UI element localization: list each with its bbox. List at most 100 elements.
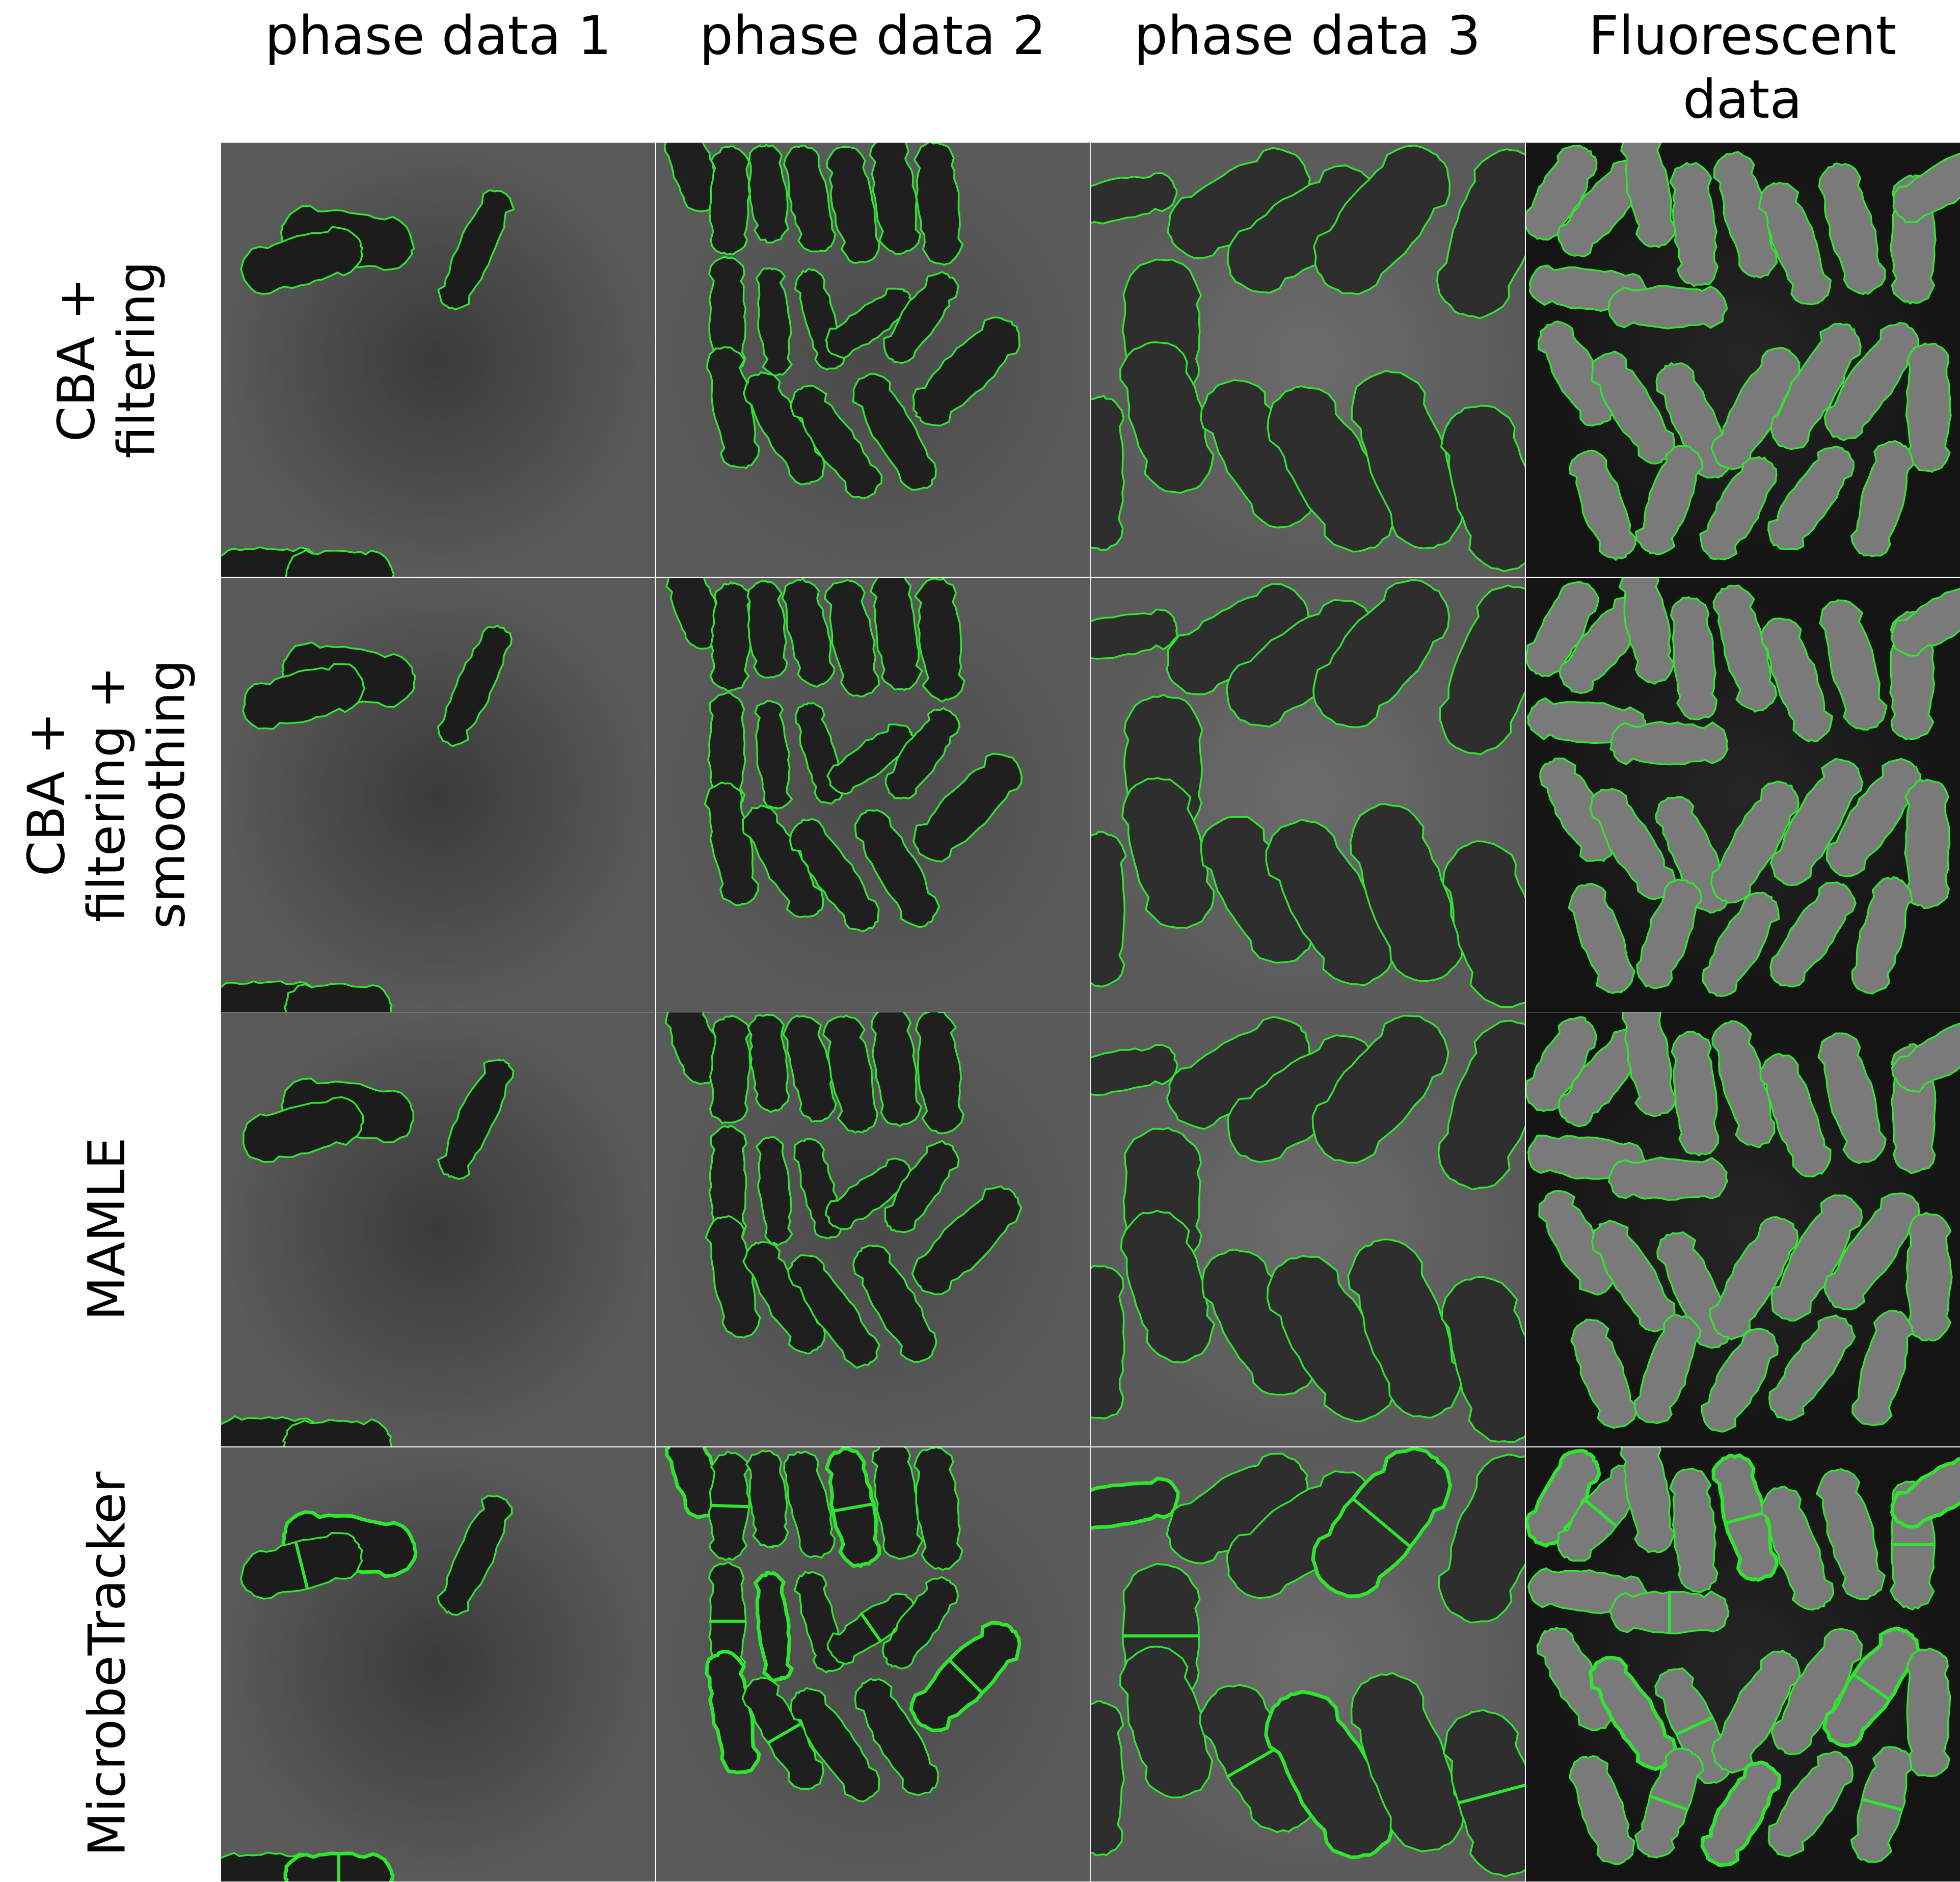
cell-outline — [1091, 395, 1125, 551]
cell-outline — [748, 143, 790, 244]
cell-outline — [783, 144, 837, 253]
bacterium-cell — [707, 691, 746, 812]
bacterium-cell — [1526, 1016, 1598, 1112]
cell-outline — [912, 752, 1023, 863]
bacterium-cell — [1091, 1700, 1125, 1857]
cell-outline — [1091, 1700, 1125, 1857]
cell-outline — [1311, 1014, 1449, 1164]
bacterium-cell — [1091, 1044, 1178, 1100]
bacterium-cell — [1760, 617, 1834, 743]
cell-outline — [1905, 1212, 1953, 1342]
cell-outline — [1526, 145, 1598, 241]
bacterium-cell — [748, 143, 790, 244]
bacterium-cell — [1635, 445, 1704, 555]
cell-outline — [709, 1014, 753, 1124]
column-label-3: phase data 3 — [1134, 5, 1481, 67]
bacterium-cell — [1620, 1447, 1676, 1553]
cell-outline — [1669, 162, 1719, 287]
cell-outline — [708, 1125, 747, 1245]
bacterium-cell — [1119, 341, 1215, 494]
cell-outline — [1526, 1016, 1598, 1112]
bacterium-cell — [1761, 1486, 1834, 1611]
cell-outline — [1526, 1449, 1601, 1548]
bacterium-cell — [1823, 321, 1920, 441]
bacterium-cell — [781, 578, 836, 688]
bacterium-cell — [783, 1450, 836, 1559]
bacterium-cell — [1609, 721, 1729, 766]
cell-outline — [1671, 1031, 1720, 1157]
cell-division-line — [766, 1723, 801, 1745]
bacterium-cell — [1526, 580, 1600, 678]
bacterium-cell — [826, 146, 880, 264]
bacterium-cell — [1526, 1449, 1601, 1548]
cell-outline — [1769, 322, 1862, 450]
bacterium-cell — [1634, 1747, 1704, 1859]
cell-outline — [1767, 445, 1855, 551]
bacterium-cell — [709, 1014, 753, 1124]
bacterium-cell — [1768, 1314, 1856, 1421]
row-label-2: CBA + filtering + smoothing — [17, 659, 197, 929]
bacterium-cell — [914, 578, 965, 703]
cell-outline — [1712, 584, 1778, 713]
cell-outline — [1851, 1309, 1914, 1426]
bacterium-cell — [1669, 1468, 1719, 1593]
bacterium-cell — [437, 1494, 513, 1616]
cell-outline — [1620, 143, 1676, 248]
bacterium-cell — [852, 372, 937, 491]
cell-outline — [282, 1418, 393, 1446]
cell-outline — [1851, 876, 1913, 994]
cell-outline — [1890, 578, 1960, 657]
bacterium-cell — [437, 625, 513, 747]
bacterium-cell — [1607, 1157, 1729, 1201]
bacterium-cell — [869, 143, 922, 255]
cell-outline — [1607, 1157, 1729, 1201]
bacterium-cell — [1436, 148, 1525, 319]
tile-row2-col2 — [656, 578, 1090, 1012]
bacterium-cell — [742, 804, 824, 918]
cell-outline — [1569, 449, 1636, 561]
cell-outline — [852, 372, 937, 491]
cell-outline — [1609, 721, 1729, 766]
cell-outline — [1439, 584, 1525, 756]
bacterium-cell — [789, 818, 880, 933]
cell-outline — [1891, 1015, 1960, 1093]
cell-division-line — [949, 1659, 983, 1694]
cell-outline — [709, 145, 751, 256]
cell-outline — [1313, 144, 1451, 295]
cell-outline — [826, 146, 880, 264]
cell-outline — [1636, 878, 1702, 989]
bacterium-cell — [240, 226, 363, 295]
bacterium-cell — [755, 267, 793, 377]
cell-division-line — [710, 1503, 748, 1509]
cell-outline — [285, 549, 395, 577]
tile-row2-col3 — [1091, 578, 1525, 1012]
cell-outline — [437, 625, 513, 747]
bacterium-cell — [871, 1447, 924, 1560]
cell-outline — [881, 1576, 959, 1670]
bacterium-cell — [1711, 1020, 1776, 1148]
bacterium-cell — [747, 1014, 790, 1113]
bacterium-cell — [1669, 162, 1719, 287]
cell-outline — [1710, 781, 1800, 904]
tile-row3-col1 — [221, 1012, 655, 1446]
cell-outline — [1761, 1486, 1834, 1611]
cell-outline — [1670, 596, 1718, 721]
tile-row1-col4 — [1526, 143, 1960, 577]
tile-row1-col2 — [656, 143, 1090, 577]
cell-outline — [1091, 172, 1178, 228]
cell-outline — [1768, 1314, 1856, 1421]
bacterium-cell — [1891, 1015, 1960, 1093]
bacterium-cell — [706, 346, 760, 469]
bacterium-cell — [1823, 1192, 1921, 1310]
bacterium-cell — [754, 700, 793, 810]
cell-outline — [824, 579, 880, 698]
bacterium-cell — [1671, 1031, 1720, 1157]
bacterium-cell — [884, 707, 960, 800]
bacterium-cell — [704, 782, 760, 906]
cell-outline — [1767, 1751, 1854, 1858]
bacterium-cell — [1890, 1448, 1960, 1529]
cell-outline — [1823, 321, 1920, 441]
bacterium-cell — [1441, 1276, 1525, 1443]
cell-outline — [870, 1012, 922, 1127]
cell-outline — [822, 1014, 879, 1134]
